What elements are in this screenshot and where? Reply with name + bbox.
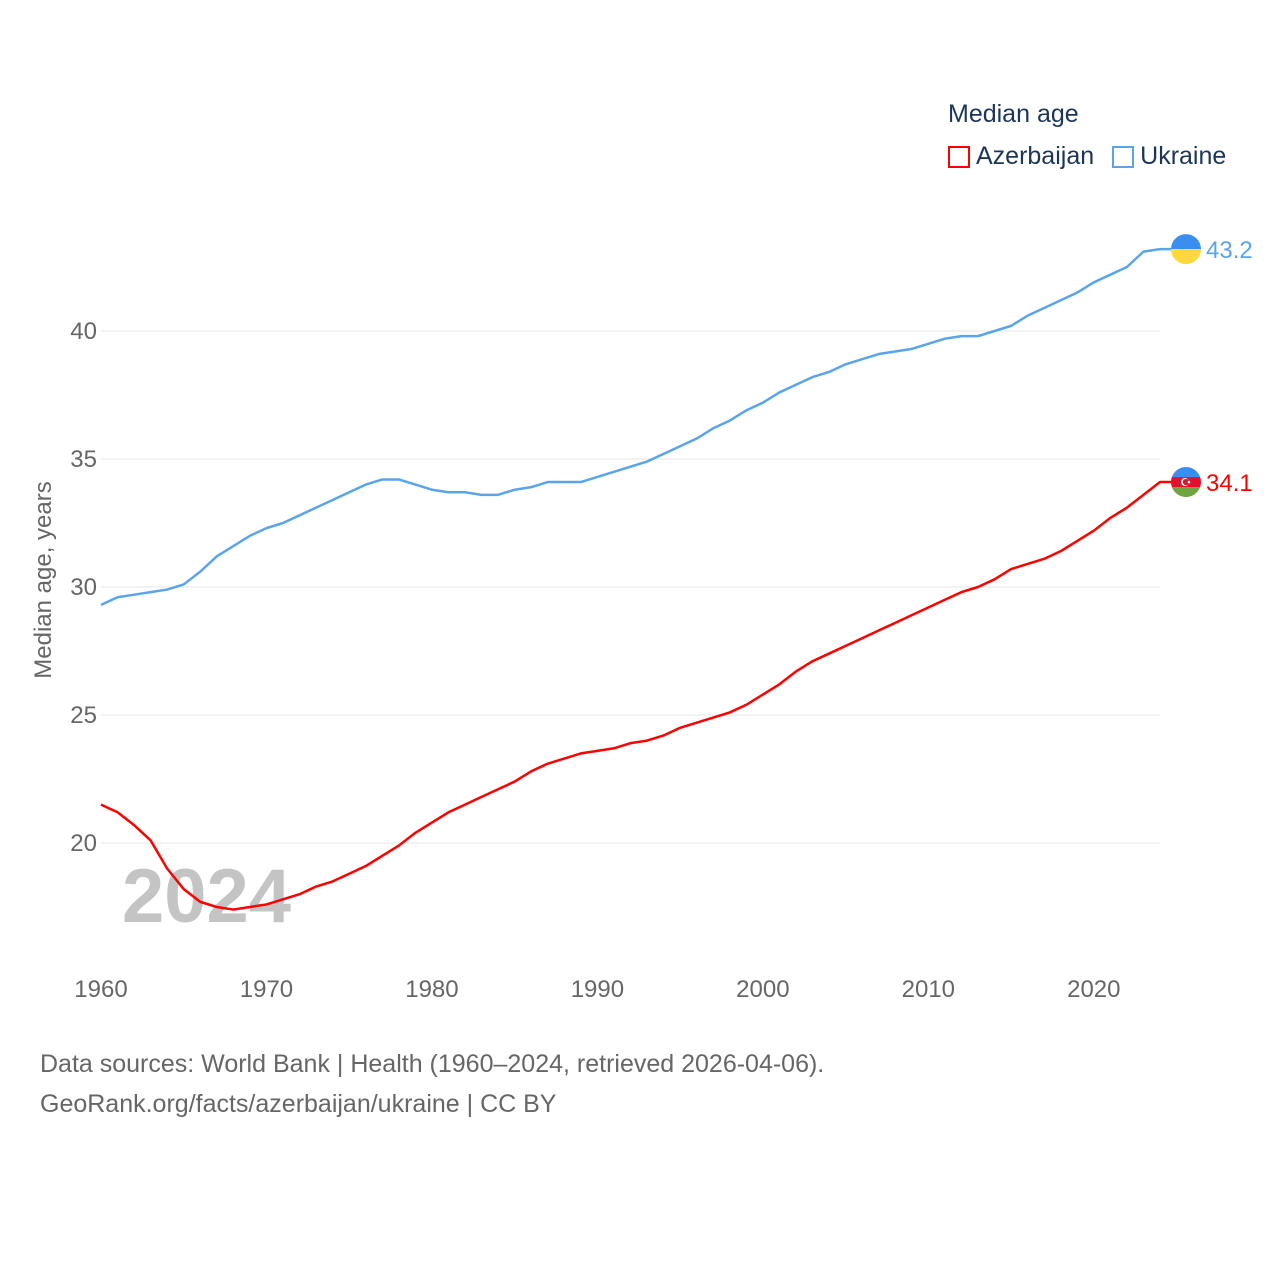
y-tick-label: 40 (70, 318, 97, 345)
y-axis-label: Median age, years (30, 481, 57, 678)
x-tick-label: 2020 (1067, 976, 1120, 1003)
series-line-ukraine[interactable] (100, 247, 1172, 607)
source-line: Data sources: World Bank | Health (1960–… (40, 1050, 825, 1078)
end-value-label: 34.1 (1206, 470, 1253, 497)
x-tick-label: 2000 (736, 976, 789, 1003)
x-tick-label: 1980 (405, 976, 458, 1003)
x-tick-label: 1970 (240, 976, 293, 1003)
y-tick-label: 25 (70, 702, 97, 729)
end-value-label: 43.2 (1206, 237, 1253, 264)
legend-label: Ukraine (1140, 142, 1227, 170)
legend-label: Azerbaijan (976, 142, 1095, 170)
data-source-note: Data sources: World Bank | Health (1960–… (40, 1044, 824, 1124)
year-watermark: 2024 (122, 854, 291, 939)
x-tick-label: 1990 (571, 976, 624, 1003)
series-line-azerbaijan[interactable] (100, 480, 1172, 911)
legend-item-azerbaijan[interactable]: Azerbaijan (948, 142, 1094, 171)
y-tick-label: 35 (70, 446, 97, 473)
y-tick-label: 20 (70, 830, 97, 857)
legend-swatch-ukraine (1112, 145, 1135, 168)
legend: Azerbaijan Ukraine (948, 142, 1226, 171)
source-url[interactable]: GeoRank.org/facts/azerbaijan/ukraine | C… (40, 1090, 557, 1118)
legend-title: Median age (948, 100, 1079, 128)
y-tick-label: 30 (70, 574, 97, 601)
x-tick-label: 1960 (74, 976, 127, 1003)
ukraine-flag-icon (1171, 234, 1201, 265)
azerbaijan-flag-icon (1171, 467, 1201, 498)
x-tick-label: 2010 (902, 976, 955, 1003)
legend-item-ukraine[interactable]: Ukraine (1112, 142, 1226, 171)
legend-swatch-azerbaijan (948, 145, 970, 168)
